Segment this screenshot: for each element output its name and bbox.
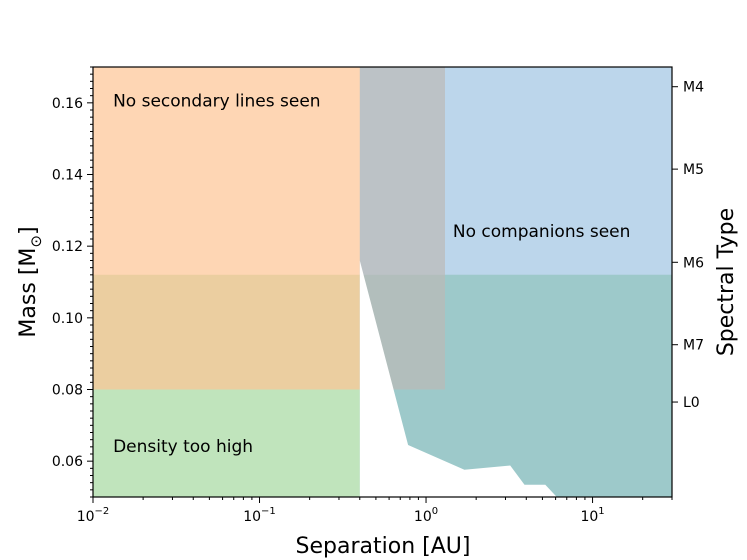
x-axis-label: Separation [AU]	[296, 534, 471, 559]
region-secondary	[93, 67, 445, 390]
y-tick-label: 0.08	[52, 383, 83, 399]
y-tick-label: 0.06	[52, 454, 83, 470]
y-axis-label: Mass [M⊙]	[16, 226, 45, 337]
annotation-secondary: No secondary lines seen	[113, 91, 321, 111]
y-tick-label: 0.16	[52, 96, 83, 112]
y2-tick-label: M7	[683, 338, 704, 354]
y-axis: 0.06 0.08 0.10 0.12 0.14 0.16	[52, 66, 93, 498]
y2-tick-label: M5	[683, 162, 704, 178]
region-companions	[359, 67, 672, 497]
region-layer	[93, 67, 672, 497]
y2-tick-label: M4	[683, 80, 704, 96]
x-tick-label: 10−1	[243, 506, 276, 525]
y2-tick-label: L0	[683, 395, 700, 411]
x-tick-label: 100	[414, 506, 438, 525]
x-axis: 10−2 10−1 100 101	[77, 497, 673, 525]
y2-tick-label: M6	[683, 255, 704, 271]
y-tick-label: 0.14	[52, 168, 83, 184]
y2-axis: M4 M5 M6 M7 L0	[672, 80, 704, 411]
annotation-density: Density too high	[113, 437, 253, 457]
x-tick-label: 10−2	[77, 506, 110, 525]
y-tick-label: 0.12	[52, 239, 83, 255]
x-tick-label: 101	[580, 506, 604, 525]
region-excluded	[359, 260, 557, 497]
annotation-companions: No companions seen	[453, 222, 631, 242]
y2-axis-label: Spectral Type	[714, 208, 739, 356]
y-tick-label: 0.10	[52, 311, 83, 327]
annotation-layer: No secondary lines seen No companions see…	[113, 91, 630, 457]
